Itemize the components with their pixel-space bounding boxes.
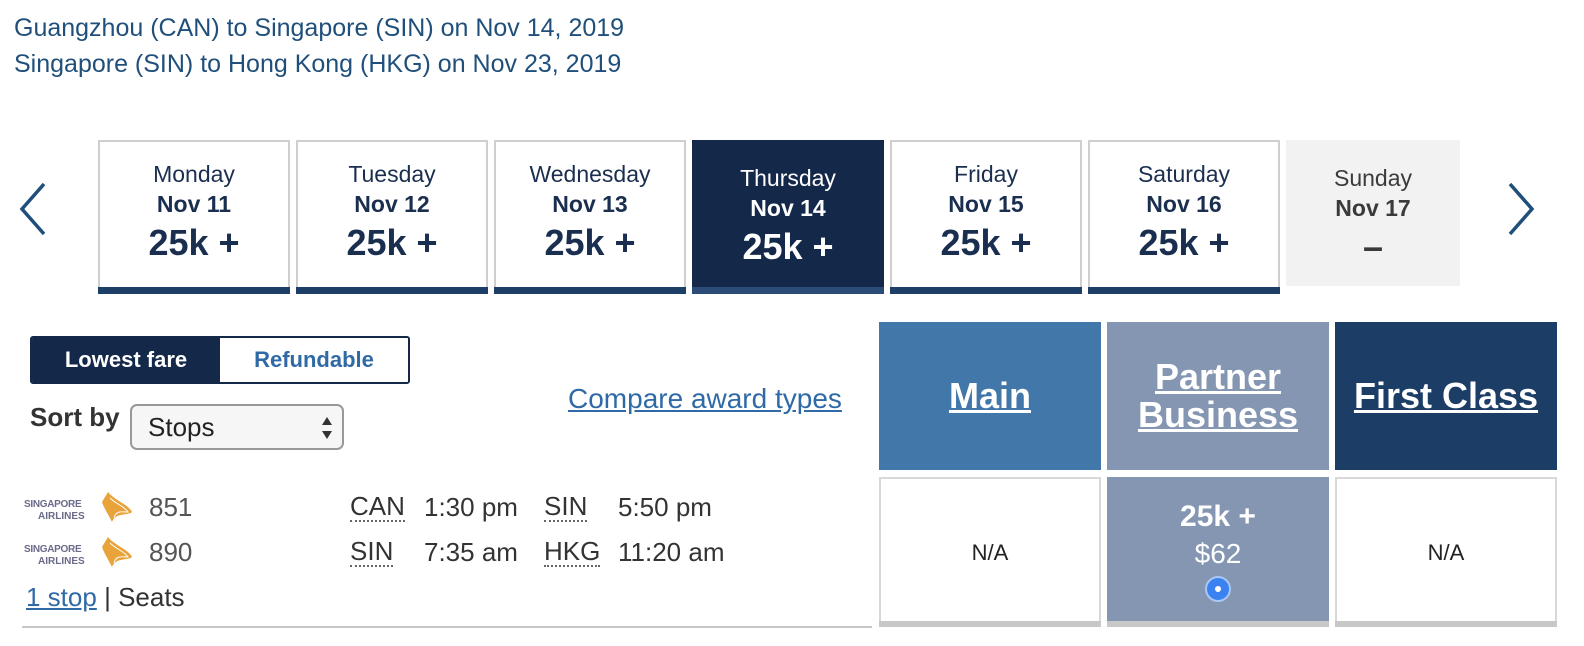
day-name: Saturday xyxy=(1137,161,1231,187)
fare-partner-fee: $62 xyxy=(1194,538,1242,569)
route-header: Guangzhou (CAN) to Singapore (SIN) on No… xyxy=(14,10,624,82)
fare-cell-main: N/A xyxy=(879,477,1101,627)
departure-time: 1:30 pm xyxy=(424,492,518,522)
day-price: – xyxy=(1362,226,1384,267)
day-name: Friday xyxy=(954,161,1018,187)
singapore-airlines-logo: SINGAPORE AIRLINES xyxy=(24,492,132,522)
cabin-partner-label-line1: Partner xyxy=(1154,356,1282,397)
destination-airport[interactable]: SIN xyxy=(544,491,588,522)
fare-cell-partner-business[interactable]: 25k + $62 xyxy=(1107,477,1329,627)
departure-time: 7:35 am xyxy=(424,537,518,567)
svg-text:SINGAPORE: SINGAPORE xyxy=(24,499,82,510)
seats-link[interactable]: Seats xyxy=(118,582,185,612)
fare-partner-miles: 25k + xyxy=(1180,500,1256,533)
origin-airport[interactable]: SIN xyxy=(350,536,394,567)
cabin-header-partner-business[interactable]: Partner Business xyxy=(1107,322,1329,470)
sort-select-value: Stops xyxy=(148,411,215,442)
select-arrows-icon xyxy=(322,417,332,439)
day-date: Nov 13 xyxy=(552,191,628,217)
day-name: Monday xyxy=(153,161,235,187)
svg-text:AIRLINES: AIRLINES xyxy=(38,556,85,567)
cabin-partner-label: Partner Business xyxy=(1138,358,1298,434)
next-week-button[interactable] xyxy=(1500,180,1540,238)
day-name: Wednesday xyxy=(529,161,651,187)
day-card-sunday-unavailable: Sunday Nov 17 – xyxy=(1286,140,1460,286)
flight-number: 851 xyxy=(149,492,193,522)
day-card-friday[interactable]: Friday Nov 15 25k + xyxy=(890,140,1082,294)
day-name: Sunday xyxy=(1333,165,1412,191)
day-name: Tuesday xyxy=(348,161,436,187)
previous-week-button[interactable] xyxy=(14,180,54,238)
fare-main-value: N/A xyxy=(971,540,1009,565)
row-divider xyxy=(22,626,872,628)
day-card-saturday[interactable]: Saturday Nov 16 25k + xyxy=(1088,140,1280,294)
cabin-header-main[interactable]: Main xyxy=(879,322,1101,470)
cabin-partner-label-line2: Business xyxy=(1137,394,1299,435)
day-date: Nov 11 xyxy=(156,191,232,217)
cabin-main-label: Main xyxy=(948,375,1031,416)
singapore-airlines-logo: SINGAPORE AIRLINES xyxy=(24,537,132,567)
route-leg-1: Guangzhou (CAN) to Singapore (SIN) on No… xyxy=(14,14,625,42)
fare-select-radio[interactable] xyxy=(1205,576,1231,602)
compare-award-types-link[interactable]: Compare award types xyxy=(568,383,842,414)
fare-first-value: N/A xyxy=(1427,540,1465,565)
stops-seats-line: 1 stop | Seats xyxy=(26,582,185,613)
day-date: Nov 14 xyxy=(750,195,826,221)
cabin-header-first-class[interactable]: First Class xyxy=(1335,322,1557,470)
flight-row: SINGAPORE AIRLINES 890 SIN 7:35 am HKG 1… xyxy=(24,531,764,575)
day-price: 25k + xyxy=(1138,222,1230,263)
lowest-fare-toggle[interactable]: Lowest fare xyxy=(32,338,220,382)
day-card-wednesday[interactable]: Wednesday Nov 13 25k + xyxy=(494,140,686,294)
chevron-left-icon xyxy=(19,182,46,236)
sort-label: Sort by xyxy=(30,402,120,432)
day-card-monday[interactable]: Monday Nov 11 25k + xyxy=(98,140,290,294)
refundable-toggle[interactable]: Refundable xyxy=(220,338,408,382)
day-price: 25k + xyxy=(148,222,240,263)
svg-text:SINGAPORE: SINGAPORE xyxy=(24,544,82,555)
flight-row: SINGAPORE AIRLINES 851 CAN 1:30 pm SIN 5… xyxy=(24,486,764,530)
day-price: 25k + xyxy=(940,222,1032,263)
day-card-thursday-selected[interactable]: Thursday Nov 14 25k + xyxy=(692,140,884,294)
stops-link[interactable]: 1 stop xyxy=(26,582,97,612)
origin-airport[interactable]: CAN xyxy=(350,491,405,522)
day-price: 25k + xyxy=(544,222,636,263)
fare-type-toggle: Lowest fare Refundable xyxy=(30,336,410,384)
fare-cell-first-class: N/A xyxy=(1335,477,1557,627)
day-date: Nov 12 xyxy=(354,191,430,217)
sort-select[interactable]: Stops xyxy=(130,404,344,450)
cabin-first-label: First Class xyxy=(1353,375,1539,416)
day-card-tuesday[interactable]: Tuesday Nov 12 25k + xyxy=(296,140,488,294)
destination-airport[interactable]: HKG xyxy=(544,536,601,567)
chevron-right-icon xyxy=(1508,182,1535,236)
day-date: Nov 16 xyxy=(1146,191,1222,217)
day-price: 25k + xyxy=(346,222,438,263)
day-date: Nov 17 xyxy=(1335,195,1411,221)
day-date: Nov 15 xyxy=(948,191,1024,217)
svg-text:AIRLINES: AIRLINES xyxy=(38,511,85,522)
arrival-time: 5:50 pm xyxy=(618,492,712,522)
arrival-time: 11:20 am xyxy=(618,537,725,567)
day-name: Thursday xyxy=(740,165,836,191)
route-leg-2: Singapore (SIN) to Hong Kong (HKG) on No… xyxy=(14,50,622,78)
stops-separator: | xyxy=(104,582,111,612)
day-price: 25k + xyxy=(742,226,834,267)
radio-dot-icon xyxy=(1215,586,1221,592)
flight-number: 890 xyxy=(149,537,193,567)
